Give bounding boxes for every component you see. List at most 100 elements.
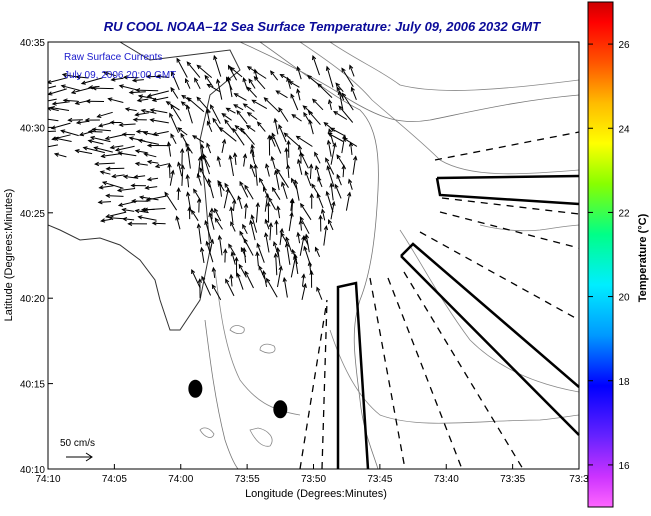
current-vector (331, 128, 344, 135)
current-vector (258, 122, 266, 131)
current-vector (310, 194, 314, 209)
current-vector (241, 128, 255, 145)
current-vector (265, 233, 270, 252)
current-vector (264, 98, 279, 112)
current-vector (291, 94, 298, 110)
current-vector (243, 78, 247, 90)
current-vector (249, 79, 255, 88)
current-vector (279, 108, 288, 122)
y-tick-label: 40:25 (20, 209, 45, 220)
current-vector (224, 189, 229, 209)
current-vector (351, 88, 356, 100)
site-marker (188, 380, 202, 398)
current-vector (207, 122, 212, 132)
current-vector (301, 204, 311, 220)
current-vector (310, 271, 313, 288)
current-vector (297, 67, 301, 79)
current-vector (240, 182, 248, 198)
current-vector (315, 248, 319, 257)
current-vector (222, 114, 231, 121)
x-tick-label: 73:50 (301, 474, 326, 485)
x-tick-label: 74:10 (35, 474, 60, 485)
current-vector (245, 272, 253, 289)
current-vector (317, 194, 323, 208)
current-vector (286, 165, 290, 178)
bathymetry-contours (48, 42, 579, 469)
current-vector (299, 221, 303, 231)
current-vector (317, 288, 322, 300)
current-vector (227, 108, 236, 113)
current-vector (301, 153, 308, 168)
current-vector (327, 141, 331, 157)
current-vector (342, 135, 346, 153)
x-tick-label: 73:3 (569, 474, 589, 485)
current-vector (243, 248, 247, 263)
current-vector (274, 254, 278, 275)
y-tick-label: 40:30 (20, 123, 45, 134)
current-vector (211, 105, 221, 124)
current-vector (244, 104, 255, 111)
radar-footprint-lines (300, 132, 579, 469)
current-vector (353, 157, 357, 175)
current-vector (304, 113, 309, 122)
x-tick-label: 73:40 (434, 474, 459, 485)
current-vector (309, 165, 312, 179)
current-vector (243, 154, 246, 166)
current-vector (256, 203, 260, 223)
current-vector (313, 56, 320, 75)
current-vector (226, 279, 234, 296)
current-vector (268, 136, 272, 156)
current-vector (230, 275, 233, 287)
colorbar (588, 2, 613, 507)
current-vector (289, 82, 299, 88)
current-vector (224, 249, 228, 262)
current-vector (300, 217, 309, 234)
current-vector (254, 77, 265, 89)
colorbar-label: Temperature (°C) (637, 213, 649, 302)
current-vector (285, 148, 289, 165)
current-vector (349, 143, 352, 155)
current-vector (207, 144, 211, 154)
current-vector (326, 67, 333, 88)
current-vector (343, 94, 354, 111)
current-vector (315, 153, 320, 164)
current-vector (244, 239, 253, 256)
current-vector (297, 233, 300, 243)
current-vector (248, 87, 257, 97)
current-vector (225, 120, 233, 130)
colorbar-tick-label: 26 (618, 40, 630, 51)
current-vector (327, 166, 334, 186)
current-vector (331, 143, 336, 165)
current-vector (210, 240, 214, 254)
annotation-timestamp: July 09, 2006 20:00 GMT (64, 70, 176, 81)
current-vector (275, 171, 280, 190)
current-vector (318, 84, 332, 98)
colorbar-tick-label: 24 (618, 124, 630, 135)
current-vector (244, 204, 248, 219)
current-vector (329, 220, 334, 230)
current-vector (243, 225, 248, 234)
current-vector (263, 271, 267, 287)
current-vector (230, 207, 234, 223)
current-vector (276, 91, 287, 98)
current-vector (328, 133, 343, 141)
current-vector (330, 184, 334, 201)
current-vector (245, 186, 253, 200)
y-tick-label: 40:35 (20, 38, 45, 49)
current-vector (278, 267, 283, 288)
current-vector (271, 71, 278, 80)
current-vector (222, 140, 226, 153)
current-vector (349, 180, 353, 190)
scale-arrow (66, 453, 92, 461)
current-vector (297, 89, 300, 100)
current-vector (266, 164, 270, 176)
site-markers (188, 380, 287, 418)
x-tick-label: 74:05 (102, 474, 127, 485)
current-vector (326, 192, 333, 212)
current-vector (218, 236, 222, 255)
current-vector (233, 153, 237, 165)
current-vector (335, 185, 341, 199)
current-vector (267, 203, 270, 223)
